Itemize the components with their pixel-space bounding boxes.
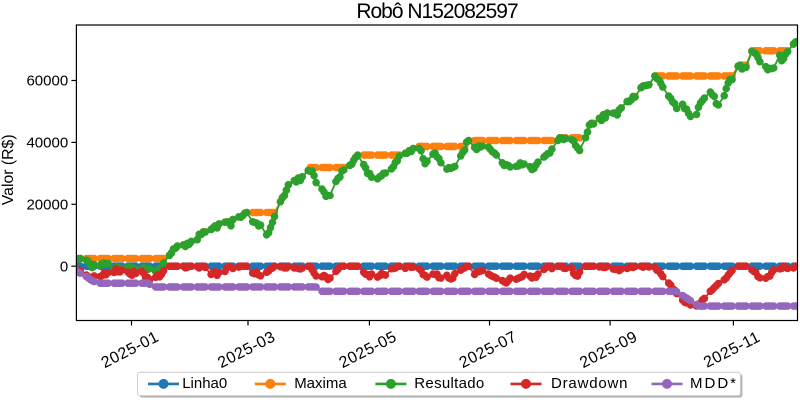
- svg-text:Robô N152082597: Robô N152082597: [356, 0, 518, 23]
- svg-text:Drawdown: Drawdown: [551, 375, 628, 392]
- svg-text:Linha0: Linha0: [182, 375, 227, 392]
- svg-text:Maxima: Maxima: [294, 375, 347, 392]
- svg-text:0: 0: [60, 258, 68, 275]
- svg-text:20000: 20000: [26, 197, 68, 214]
- svg-text:Resultado: Resultado: [414, 375, 484, 392]
- svg-text:60000: 60000: [26, 73, 68, 90]
- svg-text:40000: 40000: [26, 135, 68, 152]
- svg-text:Valor (R$): Valor (R$): [0, 134, 17, 205]
- svg-text:MDD*: MDD*: [690, 375, 738, 392]
